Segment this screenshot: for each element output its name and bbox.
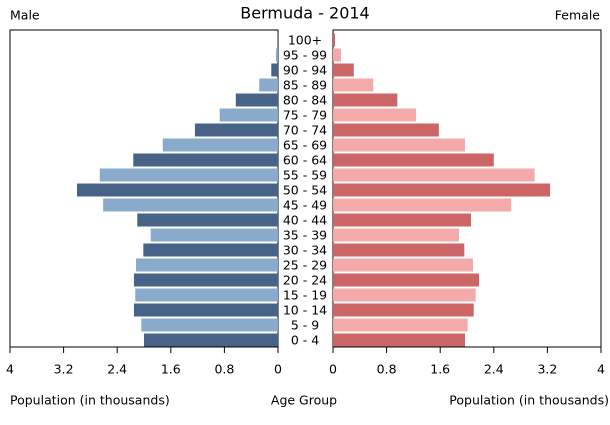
category-label: 70 - 74	[283, 123, 327, 138]
bar	[333, 63, 354, 77]
x-tick-label: 0	[274, 362, 282, 377]
category-label: 65 - 69	[283, 138, 327, 153]
category-label: 50 - 54	[283, 183, 327, 198]
category-label: 80 - 84	[283, 93, 327, 108]
category-label: 40 - 44	[283, 213, 327, 228]
bar	[333, 198, 512, 212]
x-tick-label: 3.2	[537, 362, 557, 377]
bar	[259, 78, 278, 92]
category-label: 35 - 39	[283, 228, 327, 243]
x-tick-label: 1.6	[430, 362, 450, 377]
category-axis-label: Age Group	[271, 393, 337, 408]
bar	[333, 243, 465, 257]
bar	[143, 243, 278, 257]
bar	[144, 333, 278, 347]
category-label: 5 - 9	[291, 318, 319, 333]
bar	[333, 153, 494, 167]
x-tick-label: 4	[6, 362, 14, 377]
category-label: 90 - 94	[283, 63, 327, 78]
bar	[333, 213, 472, 227]
bar	[162, 138, 278, 152]
category-label: 0 - 4	[291, 333, 319, 348]
bar	[133, 153, 278, 167]
bar	[333, 78, 374, 92]
category-label: 60 - 64	[283, 153, 327, 168]
x-tick-label: 2.4	[107, 362, 127, 377]
x-tick-label: 0	[329, 362, 337, 377]
x-axis-label: Population (in thousands)	[10, 393, 170, 408]
bar	[275, 48, 278, 62]
x-tick-label: 0.8	[377, 362, 397, 377]
bar	[333, 93, 398, 107]
category-label: 10 - 14	[283, 303, 327, 318]
bar	[133, 273, 278, 287]
category-label: 30 - 34	[283, 243, 327, 258]
bar	[271, 63, 278, 77]
bar	[333, 288, 476, 302]
x-tick-label: 1.6	[161, 362, 181, 377]
bar	[333, 123, 439, 137]
x-tick-label: 4	[597, 362, 605, 377]
bar	[235, 93, 278, 107]
bar	[77, 183, 278, 197]
x-tick-label: 0.8	[214, 362, 234, 377]
bar	[219, 108, 278, 122]
bar	[333, 168, 535, 182]
x-tick-label: 3.2	[54, 362, 74, 377]
bar	[194, 123, 278, 137]
bar	[333, 48, 342, 62]
legend-female: Female	[555, 8, 601, 23]
bar	[333, 183, 551, 197]
bar	[333, 333, 465, 347]
legend-male: Male	[10, 8, 40, 23]
bar	[333, 108, 417, 122]
bar	[277, 33, 278, 47]
bar	[333, 273, 480, 287]
x-tick-label: 2.4	[484, 362, 504, 377]
category-label: 75 - 79	[283, 108, 327, 123]
bar	[135, 258, 278, 272]
category-label: 95 - 99	[283, 48, 327, 63]
bar	[135, 288, 278, 302]
category-label: 100+	[288, 33, 322, 48]
category-label: 55 - 59	[283, 168, 327, 183]
category-label: 45 - 49	[283, 198, 327, 213]
bar	[333, 138, 465, 152]
bar	[137, 213, 278, 227]
bar	[99, 168, 278, 182]
chart-title: Bermuda - 2014	[240, 4, 369, 23]
category-label: 20 - 24	[283, 273, 327, 288]
category-label: 85 - 89	[283, 78, 327, 93]
bar	[333, 303, 474, 317]
bar	[103, 198, 278, 212]
bar	[150, 228, 278, 242]
x-axis-label: Population (in thousands)	[449, 393, 609, 408]
bar	[333, 33, 336, 47]
category-label: 15 - 19	[283, 288, 327, 303]
bar	[333, 318, 468, 332]
bar	[333, 258, 474, 272]
bar	[133, 303, 278, 317]
bar	[333, 228, 459, 242]
bar	[141, 318, 278, 332]
category-label: 25 - 29	[283, 258, 327, 273]
